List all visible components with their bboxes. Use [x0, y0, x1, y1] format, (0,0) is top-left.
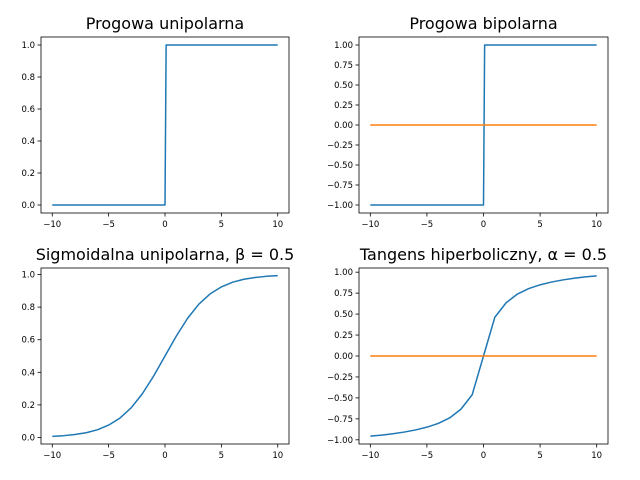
- x-tick-label: 5: [219, 220, 224, 230]
- y-tick-label: 0.25: [334, 331, 353, 341]
- y-tick-label: 0.00: [334, 121, 353, 131]
- y-tick-label: 0.50: [334, 81, 353, 91]
- chart-title: Sigmoidalna unipolarna, β = 0.5: [36, 245, 295, 264]
- y-tick-label: 0.2: [21, 401, 35, 411]
- x-tick-label: −5: [102, 220, 115, 230]
- y-tick-label: 0.8: [21, 303, 35, 313]
- x-tick-label: 5: [537, 220, 542, 230]
- x-tick-label: 0: [481, 451, 486, 461]
- y-tick-label: 0.75: [334, 289, 353, 299]
- x-tick-label: −5: [421, 451, 434, 461]
- y-tick-label: −0.50: [327, 161, 353, 171]
- x-tick-label: −10: [361, 451, 379, 461]
- chart-title: Progowa bipolarna: [409, 14, 557, 33]
- chart-title: Tangens hiperboliczny, α = 0.5: [359, 245, 607, 264]
- y-tick-label: 0.6: [21, 105, 35, 115]
- y-tick-label: 0.6: [21, 336, 35, 346]
- y-tick-label: 0.00: [334, 352, 353, 362]
- y-tick-label: 0.50: [334, 310, 353, 320]
- subplot-progowa-unipolarna: Progowa unipolarna −10 −5 0 5 10 0.0 0.2 0.4 0.6 0…: [21, 14, 290, 230]
- y-tick-label: 0.75: [334, 61, 353, 71]
- y-tick-label: 0.8: [21, 73, 35, 83]
- x-tick-label: 0: [162, 451, 167, 461]
- y-tick-label: 0.4: [21, 368, 35, 378]
- subplot-progowa-bipolarna: Progowa bipolarna −10 −5 0 5 10 −1.00 −0.75 −0.5…: [327, 14, 609, 230]
- x-tick-label: 10: [591, 220, 602, 230]
- y-tick-label: −0.25: [327, 141, 353, 151]
- x-tick-label: 0: [162, 220, 167, 230]
- subplot-tangens-hiperboliczny: Tangens hiperboliczny, α = 0.5 −10 −5 0 5 10 −…: [327, 245, 609, 461]
- y-tick-label: 0.4: [21, 137, 35, 147]
- x-tick-label: 0: [481, 220, 486, 230]
- y-tick-label: 1.0: [21, 271, 35, 281]
- x-tick-label: 10: [272, 220, 283, 230]
- y-tick-label: −0.25: [327, 373, 353, 383]
- y-tick-label: 0.0: [21, 201, 35, 211]
- y-tick-label: 0.2: [21, 169, 35, 179]
- y-tick-label: −1.00: [327, 201, 353, 211]
- y-tick-label: −0.75: [327, 415, 353, 425]
- y-tick-label: −1.00: [327, 436, 353, 446]
- x-tick-label: 10: [591, 451, 602, 461]
- y-tick-label: 0.0: [21, 433, 35, 443]
- y-tick-label: 1.00: [334, 268, 353, 278]
- x-tick-label: 5: [537, 451, 542, 461]
- x-tick-label: −10: [43, 220, 61, 230]
- y-tick-label: 1.0: [21, 41, 35, 51]
- x-tick-label: 10: [272, 451, 283, 461]
- chart-title: Progowa unipolarna: [86, 14, 244, 33]
- x-tick-label: −5: [421, 220, 434, 230]
- x-tick-label: −10: [361, 220, 379, 230]
- x-tick-label: −10: [43, 451, 61, 461]
- y-tick-label: 1.00: [334, 41, 353, 51]
- series-line-1: [52, 274, 278, 438]
- y-tick-label: 0.25: [334, 101, 353, 111]
- y-tick-label: −0.75: [327, 181, 353, 191]
- x-tick-label: −5: [102, 451, 115, 461]
- series-line-1: [52, 44, 278, 206]
- subplot-sigmoidalna-unipolarna: Sigmoidalna unipolarna, β = 0.5 −10 −5 0 5 10…: [21, 245, 294, 461]
- x-tick-label: 5: [219, 451, 224, 461]
- y-tick-label: −0.50: [327, 394, 353, 404]
